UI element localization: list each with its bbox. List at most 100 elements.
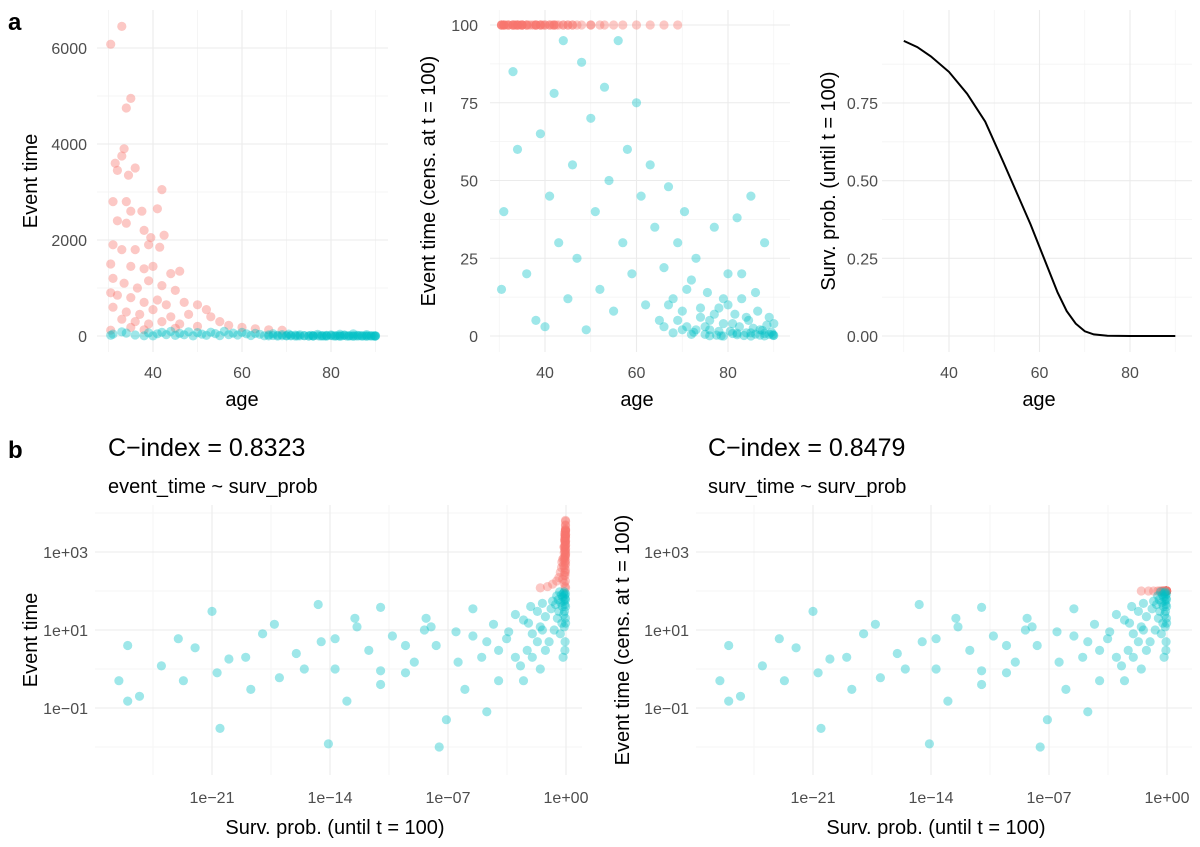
data-point-censored bbox=[1143, 586, 1154, 596]
data-point bbox=[400, 668, 411, 678]
data-point-censored bbox=[517, 20, 527, 30]
data-point-censored bbox=[250, 324, 260, 334]
data-point bbox=[277, 330, 287, 340]
data-point-censored bbox=[551, 20, 562, 30]
data-point bbox=[714, 326, 724, 336]
data-point-censored bbox=[148, 305, 158, 315]
data-point-censored bbox=[540, 20, 550, 30]
y-tick-label: 1e+03 bbox=[644, 545, 689, 562]
x-axis-title: age bbox=[225, 389, 258, 411]
data-point-censored bbox=[560, 547, 570, 557]
data-point bbox=[353, 330, 363, 340]
data-point-censored bbox=[146, 233, 156, 243]
data-point bbox=[291, 648, 301, 659]
data-point-censored bbox=[499, 20, 509, 30]
data-point-censored bbox=[1161, 586, 1172, 596]
data-point bbox=[161, 330, 171, 340]
data-point-censored bbox=[560, 515, 571, 526]
data-point bbox=[510, 652, 520, 662]
data-point bbox=[702, 287, 713, 298]
data-point bbox=[173, 634, 183, 644]
data-point-censored bbox=[108, 302, 118, 312]
data-point bbox=[636, 191, 646, 201]
data-point-censored bbox=[1161, 586, 1171, 596]
data-point-censored bbox=[545, 20, 555, 30]
data-point bbox=[552, 591, 562, 601]
x-tick-label: 1e+00 bbox=[544, 790, 589, 807]
data-point-censored bbox=[215, 317, 225, 327]
data-point bbox=[650, 222, 660, 232]
panel-a2: 40 60 80 0 25 50 75 100 age Event time (cens. at … bbox=[418, 10, 790, 411]
data-point-censored bbox=[560, 537, 570, 547]
data-point bbox=[668, 294, 678, 304]
data-point bbox=[700, 329, 710, 339]
data-point bbox=[659, 263, 669, 273]
data-point bbox=[560, 595, 571, 605]
data-point-censored bbox=[1161, 586, 1171, 596]
data-point-censored bbox=[558, 20, 568, 30]
data-point bbox=[1161, 595, 1172, 605]
data-point bbox=[504, 627, 514, 637]
data-point bbox=[201, 330, 211, 340]
data-point bbox=[328, 331, 338, 341]
data-point-censored bbox=[508, 20, 518, 30]
data-point bbox=[1161, 590, 1171, 600]
data-point-censored bbox=[108, 197, 118, 207]
data-point bbox=[313, 331, 323, 341]
data-point-censored bbox=[110, 158, 120, 168]
data-point-censored bbox=[1161, 586, 1172, 596]
data-point-censored bbox=[538, 20, 548, 30]
data-point bbox=[1141, 645, 1151, 656]
x-tick-label: 40 bbox=[536, 365, 554, 382]
data-point-censored bbox=[561, 583, 571, 593]
data-point bbox=[546, 604, 556, 614]
data-point-censored bbox=[535, 20, 546, 30]
data-point bbox=[387, 631, 397, 641]
data-point bbox=[760, 331, 770, 341]
data-point bbox=[977, 679, 987, 690]
data-point bbox=[1154, 595, 1164, 605]
data-point bbox=[1156, 587, 1166, 597]
data-point-censored bbox=[531, 20, 541, 30]
data-point bbox=[108, 329, 118, 339]
data-point bbox=[604, 175, 614, 186]
data-point bbox=[308, 331, 318, 341]
data-point-censored bbox=[1161, 586, 1172, 596]
data-point bbox=[560, 637, 570, 647]
data-point bbox=[560, 599, 570, 610]
data-point bbox=[441, 715, 451, 725]
data-point bbox=[482, 637, 492, 647]
data-point bbox=[286, 331, 296, 341]
data-point bbox=[370, 331, 381, 341]
data-point-censored bbox=[558, 554, 568, 564]
data-point bbox=[494, 676, 504, 686]
x-tick-label: 1e−07 bbox=[426, 790, 471, 807]
y-tick-label: 1e+01 bbox=[43, 623, 88, 640]
data-point bbox=[914, 599, 924, 610]
data-point-censored bbox=[1162, 586, 1172, 596]
x-axis-title: Surv. prob. (until t = 100) bbox=[225, 817, 444, 839]
data-point bbox=[977, 666, 987, 676]
data-point bbox=[295, 331, 305, 341]
data-point bbox=[117, 327, 127, 337]
data-point-censored bbox=[139, 225, 149, 235]
data-point bbox=[560, 593, 570, 603]
data-point bbox=[709, 222, 719, 232]
data-point-censored bbox=[560, 531, 571, 541]
data-point bbox=[712, 330, 722, 340]
data-point bbox=[241, 652, 251, 662]
data-point-censored bbox=[119, 144, 129, 154]
data-point bbox=[322, 331, 332, 341]
data-point bbox=[206, 327, 216, 337]
data-point bbox=[1155, 606, 1165, 617]
data-point-censored bbox=[560, 553, 570, 563]
data-point bbox=[549, 625, 559, 635]
data-point-censored bbox=[106, 39, 116, 49]
data-point bbox=[537, 598, 548, 609]
data-point-censored bbox=[1160, 586, 1170, 596]
data-point bbox=[535, 664, 545, 674]
data-point bbox=[1010, 657, 1020, 667]
data-point-censored bbox=[277, 325, 287, 335]
data-point bbox=[554, 238, 564, 248]
data-point-censored bbox=[560, 559, 571, 569]
